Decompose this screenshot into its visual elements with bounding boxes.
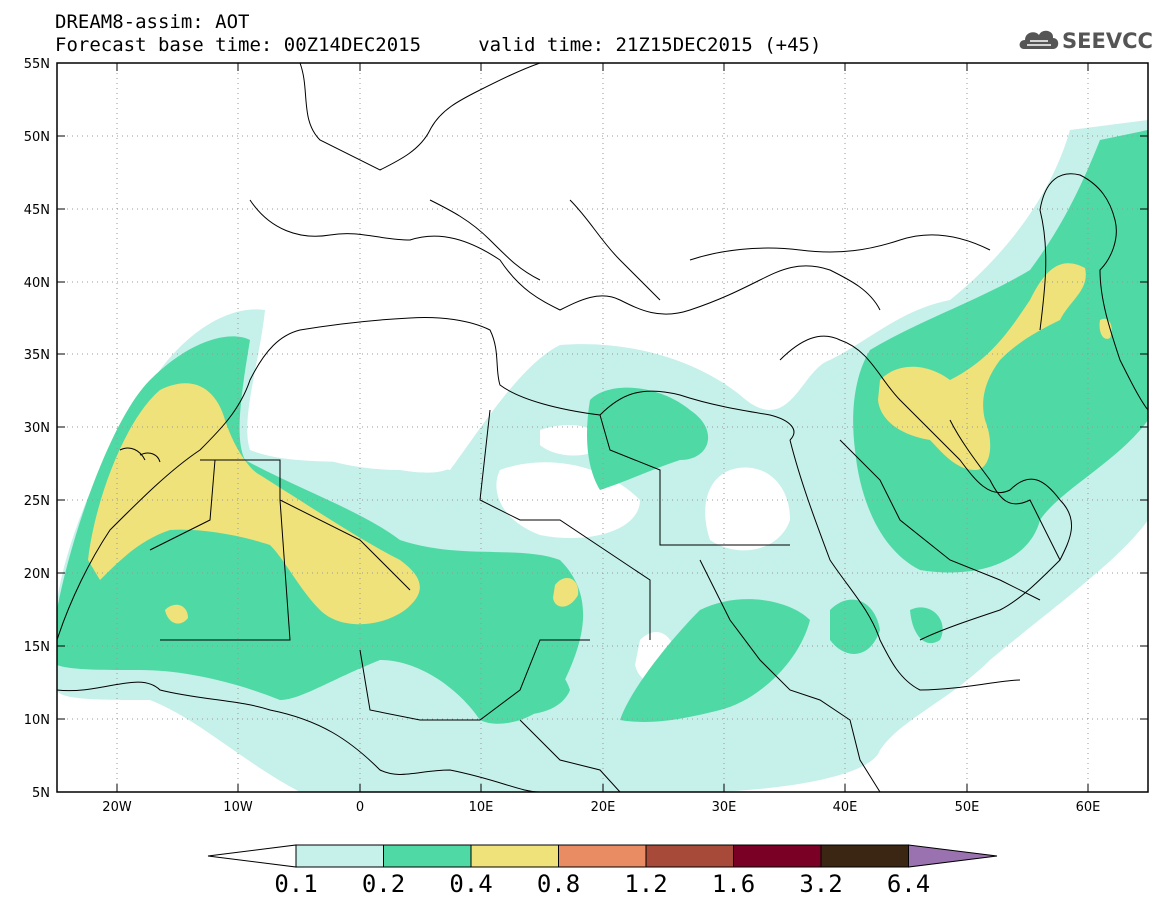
- colorbar-swatch: [295, 844, 384, 868]
- axis-ticks: [57, 63, 1148, 792]
- logo-text: SEEVCCC: [1062, 29, 1153, 53]
- colorbar-label: 0.2: [362, 870, 405, 898]
- colorbar-under-triangle: [207, 844, 297, 868]
- colorbar-label: 0.8: [537, 870, 580, 898]
- colorbar-label: 0.1: [274, 870, 317, 898]
- lon-label: 60E: [1076, 800, 1101, 815]
- lat-label: 30N: [24, 421, 50, 436]
- lon-label: 10E: [469, 800, 494, 815]
- colorbar-swatch: [733, 844, 822, 868]
- graticule: [57, 63, 1148, 792]
- aot-level-0-4: [88, 263, 1112, 625]
- lon-label: 10W: [223, 800, 253, 815]
- colorbar-swatch: [820, 844, 909, 868]
- colorbar-label: 0.4: [449, 870, 492, 898]
- lon-label: 50E: [955, 800, 980, 815]
- aot-field: [57, 120, 1148, 792]
- lat-label: 40N: [24, 276, 50, 291]
- colorbar-swatch: [383, 844, 472, 868]
- lon-label: 20W: [102, 800, 132, 815]
- latitude-labels: 55N 50N 45N 40N 35N 30N 25N 20N 15N 10N …: [24, 57, 50, 801]
- map-title: DREAM8-assim: AOT: [55, 11, 250, 33]
- colorbar-over-triangle: [908, 844, 998, 868]
- lat-label: 50N: [24, 130, 50, 145]
- lat-label: 45N: [24, 203, 50, 218]
- forecast-time-line: Forecast base time: 00Z14DEC2015 valid t…: [55, 34, 822, 56]
- lat-label: 10N: [24, 713, 50, 728]
- colorbar: [207, 844, 998, 868]
- colorbar-swatch: [645, 844, 734, 868]
- colorbar-swatch: [558, 844, 647, 868]
- colorbar-swatch: [470, 844, 559, 868]
- colorbar-label: 1.6: [712, 870, 755, 898]
- lon-label: 20E: [591, 800, 616, 815]
- lat-label: 5N: [32, 786, 50, 801]
- seevccc-logo: SEEVCCC: [1019, 29, 1153, 53]
- lat-label: 20N: [24, 567, 50, 582]
- lon-label: 0: [356, 800, 364, 815]
- cloud-icon: [1019, 30, 1059, 49]
- lat-label: 55N: [24, 57, 50, 72]
- coastlines-and-borders: [57, 63, 1148, 792]
- lat-label: 35N: [24, 348, 50, 363]
- lat-label: 25N: [24, 494, 50, 509]
- lon-label: 40E: [833, 800, 858, 815]
- longitude-labels: 20W 10W 0 10E 20E 30E 40E 50E 60E: [102, 800, 1100, 815]
- lat-label: 15N: [24, 640, 50, 655]
- colorbar-labels: 0.1 0.2 0.4 0.8 1.2 1.6 3.2 6.4: [274, 870, 930, 898]
- colorbar-label: 1.2: [624, 870, 667, 898]
- lon-label: 30E: [712, 800, 737, 815]
- colorbar-label: 6.4: [887, 870, 930, 898]
- colorbar-label: 3.2: [799, 870, 842, 898]
